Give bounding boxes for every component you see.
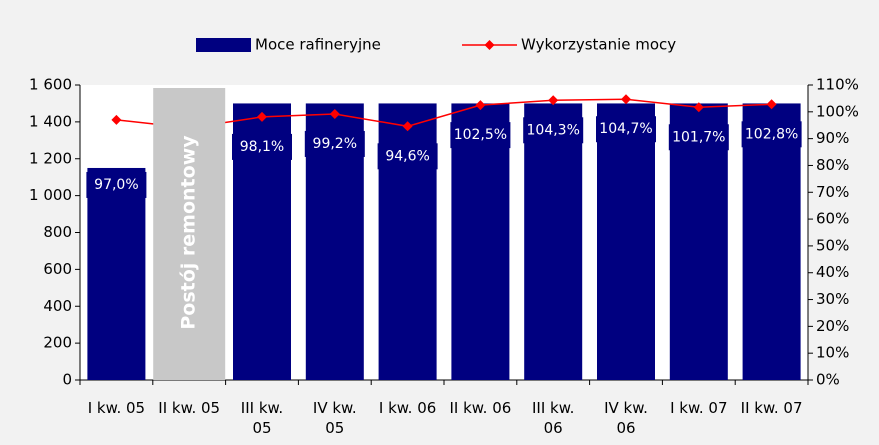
data-label-box [86, 171, 147, 198]
data-label-box [668, 124, 729, 151]
marker [548, 95, 559, 106]
x-tick-label: II kw. 06 [449, 399, 512, 417]
x-tick-label: IV kw. 05 [312, 399, 357, 437]
data-label: 99,2% [313, 136, 357, 152]
y2-tick-label: 20% [816, 317, 849, 335]
y-tick-label: 1 600 [29, 76, 72, 94]
y2-tick-label: 40% [816, 263, 849, 281]
x-tick-label: II kw. 05 [158, 399, 221, 417]
marker [766, 99, 777, 110]
y2-tick-label: 60% [816, 210, 849, 228]
data-label: 104,3% [527, 122, 580, 138]
legend-label: Moce rafineryjne [255, 36, 381, 54]
data-label: 97,0% [94, 177, 138, 193]
y-tick-label: 800 [43, 223, 72, 241]
legend-marker [484, 40, 495, 50]
data-label: 104,7% [599, 121, 652, 137]
y2-tick-label: 0% [816, 371, 840, 389]
x-tick-label: I kw. 06 [378, 399, 437, 417]
data-label: 94,6% [385, 148, 429, 164]
data-label-box [596, 116, 656, 143]
y-tick-label: 400 [43, 297, 72, 315]
y-tick-label: 1 000 [29, 186, 72, 204]
y2-tick-label: 90% [816, 129, 849, 147]
data-label-box [450, 122, 511, 149]
annotation: Postój remontowy [178, 135, 200, 330]
x-tick-label: III kw. 06 [531, 399, 575, 437]
data-label-box [523, 117, 584, 144]
x-tick-label: II kw. 07 [740, 399, 803, 417]
y2-tick-label: 110% [816, 76, 859, 94]
data-label-box [741, 121, 802, 148]
bar [597, 103, 655, 380]
y-tick-label: 0 [62, 371, 72, 389]
y2-tick-label: 30% [816, 290, 849, 308]
y2-tick-label: 50% [816, 236, 849, 254]
bar [87, 167, 146, 380]
legend-swatch [196, 38, 251, 52]
y2-tick-label: 70% [816, 183, 849, 201]
data-label-box [377, 143, 438, 170]
x-tick-label: I kw. 07 [670, 399, 728, 417]
x-tick-label: III kw. 05 [240, 399, 284, 437]
data-label: 98,1% [240, 139, 284, 155]
y2-tick-label: 80% [816, 156, 849, 174]
bar [451, 103, 510, 380]
bar [524, 103, 583, 380]
data-label-box [304, 130, 365, 157]
x-tick-label: I kw. 05 [87, 399, 146, 417]
y-tick-label: 600 [43, 260, 72, 278]
line [116, 98, 772, 129]
marker [329, 108, 340, 119]
data-label: 102,5% [454, 127, 507, 143]
y-tick-label: 200 [43, 334, 72, 352]
x-tick-label: IV kw. 06 [604, 399, 648, 437]
y2-tick-label: 10% [816, 344, 849, 362]
data-label: 102,8% [745, 126, 798, 142]
annotation-box [153, 88, 226, 380]
y-tick-label: 1 200 [29, 149, 72, 167]
marker [402, 121, 413, 132]
y-tick-label: 1 400 [29, 112, 72, 130]
data-label: 101,7% [672, 129, 725, 145]
marker [693, 102, 704, 113]
y2-tick-label: 100% [816, 102, 859, 120]
marker [475, 100, 486, 111]
bar [742, 103, 801, 380]
marker [111, 114, 122, 125]
data-label-box [232, 133, 292, 160]
marker [257, 111, 267, 122]
legend-label: Wykorzystanie mocy [521, 36, 676, 54]
marker [621, 94, 631, 105]
